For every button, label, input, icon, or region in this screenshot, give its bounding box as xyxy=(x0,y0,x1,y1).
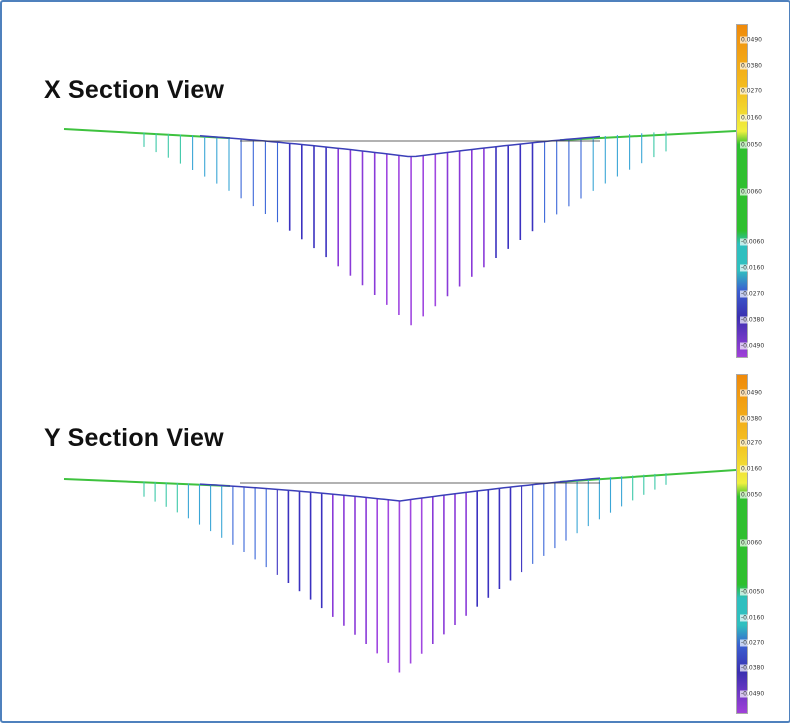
x-section-plot xyxy=(63,128,736,326)
y-scale-tick: -0.0270 xyxy=(740,639,766,647)
deformed-profile-line xyxy=(199,135,601,158)
x-scale-tick: 0.0060 xyxy=(740,188,763,196)
x-scale-tick: -0.0380 xyxy=(740,316,766,324)
x-scale-tick: 0.0380 xyxy=(740,62,763,70)
x-scale-tick: -0.0270 xyxy=(740,290,766,298)
y-scale-tick: -0.0490 xyxy=(740,690,766,698)
y-scale-tick: 0.0270 xyxy=(740,439,763,447)
x-scale-tick: 0.0270 xyxy=(740,87,763,95)
y-scale-tick: 0.0380 xyxy=(740,415,763,423)
deformed-profile-line xyxy=(199,477,601,502)
y-scale-tick: 0.0050 xyxy=(740,491,763,499)
x-scale-tick: -0.0060 xyxy=(740,238,766,246)
y-section-plot xyxy=(63,469,736,673)
y-scale-tick: -0.0160 xyxy=(740,614,766,622)
x-scale-tick: 0.0050 xyxy=(740,141,763,149)
x-section-title: X Section View xyxy=(44,76,225,104)
x-section-panel: X Section View 0.0490 0.0380 0.0270 0.01… xyxy=(0,10,787,362)
y-scale-tick: 0.0060 xyxy=(740,539,763,547)
y-section-title: Y Section View xyxy=(44,424,224,452)
x-scale-tick: 0.0490 xyxy=(740,36,763,44)
y-section-panel: Y Section View 0.0490 0.0380 0.0270 0.01… xyxy=(0,366,787,718)
y-scale-tick: -0.0050 xyxy=(740,588,766,596)
x-scale-tick: -0.0490 xyxy=(740,342,766,350)
y-scale-tick: -0.0380 xyxy=(740,664,766,672)
y-scale-tick: 0.0490 xyxy=(740,389,763,397)
rim-line-right xyxy=(559,130,736,142)
rim-line-right xyxy=(559,469,736,483)
x-scale-tick: 0.0160 xyxy=(740,114,763,122)
y-scale-tick: 0.0160 xyxy=(740,465,763,473)
x-scale-tick: -0.0160 xyxy=(740,264,766,272)
